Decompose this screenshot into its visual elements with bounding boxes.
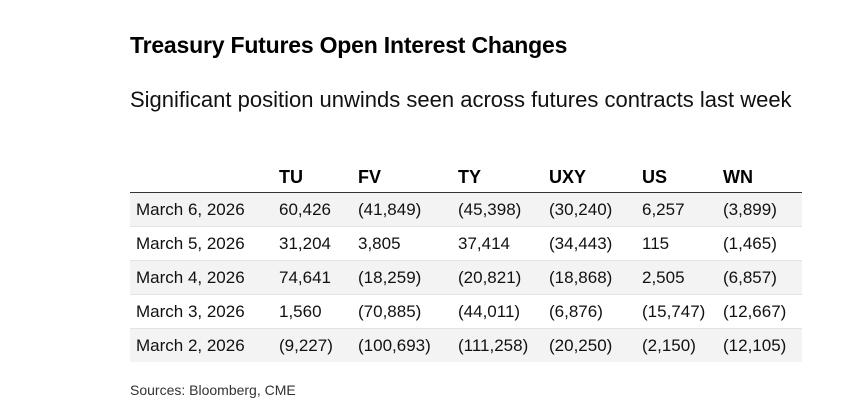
table-row: March 3, 2026 1,560 (70,885) (44,011) (6… bbox=[130, 294, 802, 329]
column-header-wn: WN bbox=[723, 163, 802, 193]
cell-ty: (111,258) bbox=[458, 328, 549, 362]
cell-fv: (41,849) bbox=[358, 192, 458, 227]
cell-fv: (70,885) bbox=[358, 294, 458, 329]
cell-tu: 31,204 bbox=[279, 226, 358, 261]
cell-fv: 3,805 bbox=[358, 226, 458, 261]
table-row: March 4, 2026 74,641 (18,259) (20,821) (… bbox=[130, 260, 802, 295]
cell-ty: 37,414 bbox=[458, 226, 549, 261]
cell-wn: (12,667) bbox=[723, 294, 802, 329]
cell-fv: (18,259) bbox=[358, 260, 458, 295]
cell-tu: 60,426 bbox=[279, 192, 358, 227]
cell-uxy: (34,443) bbox=[549, 226, 642, 261]
cell-uxy: (6,876) bbox=[549, 294, 642, 329]
row-date: March 6, 2026 bbox=[130, 192, 279, 227]
cell-ty: (44,011) bbox=[458, 294, 549, 329]
table-row: March 5, 2026 31,204 3,805 37,414 (34,44… bbox=[130, 226, 802, 261]
column-header-uxy: UXY bbox=[549, 163, 642, 193]
cell-uxy: (20,250) bbox=[549, 328, 642, 362]
row-date: March 2, 2026 bbox=[130, 328, 279, 362]
cell-wn: (6,857) bbox=[723, 260, 802, 295]
column-header-tu: TU bbox=[279, 163, 358, 193]
cell-us: (15,747) bbox=[642, 294, 723, 329]
cell-us: 115 bbox=[642, 226, 723, 261]
source-note: Sources: Bloomberg, CME bbox=[130, 382, 296, 398]
cell-wn: (3,899) bbox=[723, 192, 802, 227]
cell-tu: 74,641 bbox=[279, 260, 358, 295]
cell-uxy: (18,868) bbox=[549, 260, 642, 295]
chart-title: Treasury Futures Open Interest Changes bbox=[130, 32, 568, 58]
cell-wn: (1,465) bbox=[723, 226, 802, 261]
table-header-row: TU FV TY UXY US WN bbox=[130, 163, 802, 193]
row-date: March 3, 2026 bbox=[130, 294, 279, 329]
column-header-fv: FV bbox=[358, 163, 458, 193]
cell-ty: (20,821) bbox=[458, 260, 549, 295]
row-date: March 4, 2026 bbox=[130, 260, 279, 295]
cell-us: (2,150) bbox=[642, 328, 723, 362]
open-interest-table: TU FV TY UXY US WN March 6, 2026 60,426 … bbox=[130, 163, 802, 362]
cell-us: 2,505 bbox=[642, 260, 723, 295]
cell-uxy: (30,240) bbox=[549, 192, 642, 227]
cell-fv: (100,693) bbox=[358, 328, 458, 362]
cell-tu: (9,227) bbox=[279, 328, 358, 362]
chart-subtitle: Significant position unwinds seen across… bbox=[130, 87, 792, 112]
cell-us: 6,257 bbox=[642, 192, 723, 227]
table-row: March 2, 2026 (9,227) (100,693) (111,258… bbox=[130, 328, 802, 362]
cell-tu: 1,560 bbox=[279, 294, 358, 329]
cell-ty: (45,398) bbox=[458, 192, 549, 227]
column-header-ty: TY bbox=[458, 163, 549, 193]
column-header-date bbox=[130, 163, 279, 193]
row-date: March 5, 2026 bbox=[130, 226, 279, 261]
cell-wn: (12,105) bbox=[723, 328, 802, 362]
table-row: March 6, 2026 60,426 (41,849) (45,398) (… bbox=[130, 192, 802, 227]
column-header-us: US bbox=[642, 163, 723, 193]
